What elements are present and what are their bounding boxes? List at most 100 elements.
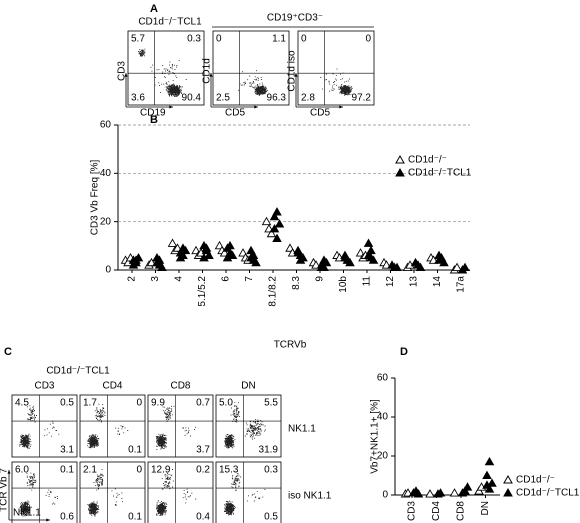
filled-triangle xyxy=(251,257,261,267)
column-label: CD4 xyxy=(102,381,122,392)
plot-frame xyxy=(147,394,214,458)
quadrant-value: 0 xyxy=(301,34,307,45)
x-tick-label: 13 xyxy=(409,276,420,288)
cytometry-dots xyxy=(238,70,268,97)
x-tick-label: CD8 xyxy=(456,501,467,521)
quadrant-value: 0.4 xyxy=(196,512,210,523)
arrow-head xyxy=(254,105,258,109)
x-axis-label: NK1.1 xyxy=(13,508,41,519)
x-tick-label: 9 xyxy=(315,276,326,282)
filled-triangle xyxy=(227,250,238,259)
filled-triangle xyxy=(342,255,353,264)
row-label: NK1.1 xyxy=(288,424,316,435)
quadrant-value: 3.6 xyxy=(131,93,145,104)
column-label: CD3 xyxy=(34,381,54,392)
quadrant-value: 0.3 xyxy=(187,34,201,45)
x-tick-label: 12 xyxy=(385,276,396,288)
filled-triangle xyxy=(462,482,473,491)
x-tick-label: 8.1/8.2 xyxy=(268,276,279,307)
filled-triangle xyxy=(201,245,212,255)
quadrant-value: 2.8 xyxy=(301,93,315,104)
quadrant-value: 0.1 xyxy=(128,445,142,456)
filled-triangle xyxy=(248,250,259,259)
filled-triangle xyxy=(269,211,280,221)
quadrant-value: 2.1 xyxy=(83,465,97,476)
filled-triangle xyxy=(154,260,165,269)
quadrant-value: 0 xyxy=(216,34,222,45)
y-axis-label: Vb7+NK1.1+ [%] xyxy=(370,399,381,474)
filled-triangle xyxy=(487,478,497,487)
cytometry-dots xyxy=(156,469,197,516)
y-tick-label: 60 xyxy=(100,120,112,131)
filled-triangle xyxy=(484,456,495,466)
quadrant-value: 9.9 xyxy=(151,398,165,409)
row-label: iso NK1.1 xyxy=(288,491,332,502)
cytometry-dots xyxy=(19,472,58,517)
open-triangle xyxy=(425,489,435,498)
legend-marker xyxy=(395,154,405,164)
cytometry-dots xyxy=(224,471,266,516)
filled-triangle xyxy=(225,240,235,250)
x-tick-label: CD3 xyxy=(407,501,418,521)
x-tick-label: CD4 xyxy=(431,501,442,521)
arrow-head xyxy=(124,73,128,77)
quadrant-value: 0.5 xyxy=(264,512,278,523)
panel-letter: B xyxy=(150,114,158,126)
open-triangle xyxy=(167,238,178,247)
filled-triangle xyxy=(293,245,303,255)
filled-triangle xyxy=(484,484,495,493)
x-axis-label: CD5 xyxy=(225,108,245,119)
filled-triangle xyxy=(363,238,374,247)
filled-triangle xyxy=(392,262,402,272)
quadrant-value: 0.6 xyxy=(60,512,74,523)
filled-triangle xyxy=(434,250,444,259)
quadrant-value: 0.1 xyxy=(60,465,74,476)
quadrant-value: 0.7 xyxy=(196,398,210,409)
x-tick-label: 4 xyxy=(174,276,185,282)
x-axis-label: CD19 xyxy=(140,108,166,119)
quadrant-value: 1.1 xyxy=(272,34,286,45)
open-triangle xyxy=(452,262,462,272)
quadrant-value: 31.9 xyxy=(259,445,279,456)
y-tick-label: 60 xyxy=(377,373,389,384)
y-tick-label: 20 xyxy=(377,451,389,462)
quadrant-value: 5.5 xyxy=(264,398,278,409)
column-label: CD8 xyxy=(170,381,190,392)
y-axis-label: TCR Vb 7 xyxy=(0,468,10,512)
filled-triangle xyxy=(413,489,424,498)
x-tick-label: 5.1/5.2 xyxy=(197,276,208,307)
filled-triangle xyxy=(128,260,139,269)
quadrant-value: 5.7 xyxy=(131,34,145,45)
x-tick-label: 3 xyxy=(150,276,161,282)
arrow-head xyxy=(7,470,11,474)
legend-marker xyxy=(503,474,513,484)
filled-triangle xyxy=(152,253,162,262)
quadrant-value: 0.5 xyxy=(60,398,74,409)
panel-letter: D xyxy=(400,346,408,358)
filled-triangle xyxy=(415,262,426,272)
quadrant-value: 0.1 xyxy=(128,512,142,523)
arrow-head xyxy=(294,73,298,77)
filled-triangle xyxy=(272,207,282,216)
filled-triangle xyxy=(435,488,446,497)
y-tick-label: 20 xyxy=(100,216,112,227)
x-tick-label: 8.3 xyxy=(291,276,302,290)
panel-letter: C xyxy=(4,346,12,358)
y-axis-label: CD1d xyxy=(202,58,213,84)
quadrant-value: 0 xyxy=(136,398,142,409)
open-triangle xyxy=(261,216,272,226)
plot-frame xyxy=(11,461,78,523)
quadrant-value: 15.3 xyxy=(219,465,239,476)
filled-triangle xyxy=(272,233,282,243)
filled-triangle xyxy=(366,253,376,262)
cytometry-dots xyxy=(87,403,129,449)
quadrant-value: 0.2 xyxy=(196,465,210,476)
quadrant-value: 1.7 xyxy=(83,398,97,409)
filled-triangle xyxy=(295,255,306,264)
cytometry-dots xyxy=(19,405,60,450)
group-label: CD1d⁻/⁻TCL1 xyxy=(138,17,202,28)
filled-triangle xyxy=(175,253,186,262)
legend-label: CD1d⁻/⁻ xyxy=(516,475,555,486)
x-tick-label: 17a xyxy=(456,276,467,293)
cytometry-dots xyxy=(320,68,353,96)
